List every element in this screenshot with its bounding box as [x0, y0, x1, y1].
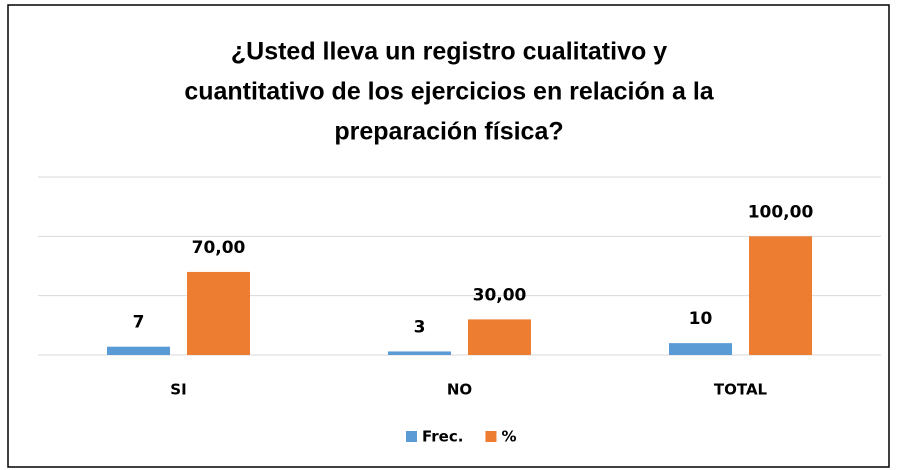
data-label: 100,00: [748, 202, 814, 222]
bar: [107, 346, 170, 355]
legend-swatch: [406, 431, 417, 442]
chart-title: cuantitativo de los ejercicios en relaci…: [184, 78, 714, 106]
bar: [388, 351, 451, 355]
x-tick-label: NO: [447, 381, 472, 399]
data-label: 70,00: [192, 238, 246, 258]
x-tick-label: SI: [170, 381, 186, 399]
data-label: 30,00: [473, 285, 527, 305]
legend-swatch: [485, 431, 497, 442]
bar: [669, 343, 732, 355]
x-tick-label: TOTAL: [714, 381, 768, 399]
bar: [187, 271, 250, 355]
legend-label: Frec.: [422, 428, 463, 446]
data-label: 7: [133, 313, 145, 333]
data-label: 3: [414, 317, 426, 337]
bar: [749, 236, 812, 355]
bar: [468, 319, 531, 355]
chart-title: ¿Usted lleva un registro cualitativo y: [231, 38, 667, 66]
legend-label: %: [501, 428, 516, 446]
data-label: 10: [689, 309, 713, 329]
chart-title: preparación física?: [334, 118, 563, 146]
